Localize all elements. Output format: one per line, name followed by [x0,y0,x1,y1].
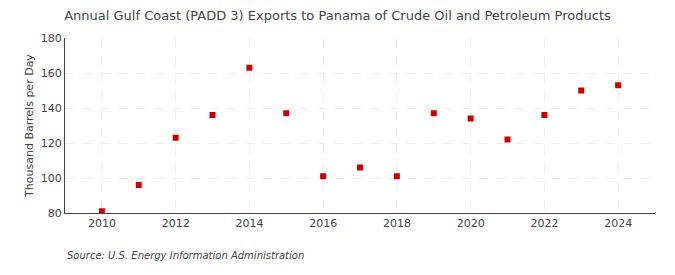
svg-text:2020: 2020 [457,217,485,230]
svg-text:2022: 2022 [530,217,558,230]
svg-text:2010: 2010 [88,217,116,230]
svg-text:Source: U.S. Energy Informatio: Source: U.S. Energy Information Administ… [67,250,304,261]
svg-text:120: 120 [41,137,62,150]
svg-text:80: 80 [48,207,62,220]
svg-text:160: 160 [41,67,62,80]
svg-text:2016: 2016 [309,217,337,230]
svg-text:100: 100 [41,172,62,185]
svg-text:Thousand Barrels per Day: Thousand Barrels per Day [23,54,36,198]
svg-text:2024: 2024 [604,217,632,230]
svg-text:2012: 2012 [162,217,190,230]
svg-text:2014: 2014 [235,217,263,230]
svg-text:140: 140 [41,102,62,115]
svg-text:180: 180 [41,32,62,45]
svg-text:2018: 2018 [383,217,411,230]
svg-text:Annual Gulf Coast (PADD 3) Exp: Annual Gulf Coast (PADD 3) Exports to Pa… [64,8,611,23]
